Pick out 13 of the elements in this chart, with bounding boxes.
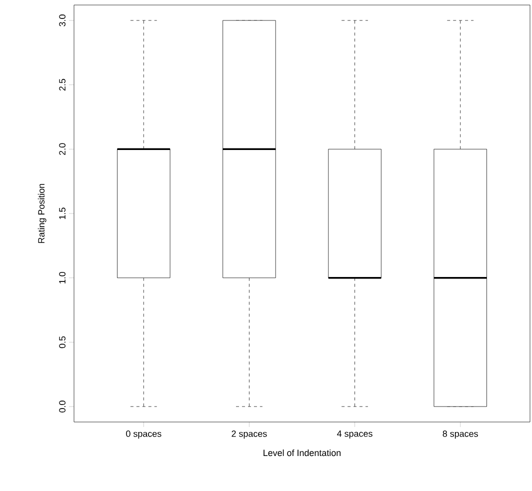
x-axis-title: Level of Indentation [264,449,341,456]
x-tick-label: 2 spaces [232,430,267,439]
y-tick-label: 1.5 [59,208,66,220]
y-tick-label: 2.5 [59,78,66,91]
y-tick-label: 1.0 [59,272,66,284]
y-tick-label: 0.0 [59,400,66,412]
y-tick-label: 2.0 [59,143,66,155]
x-tick-label: 0 spaces [126,430,162,439]
y-tick-label: 3.0 [59,14,66,26]
x-tick-label: 8 spaces [442,430,478,439]
x-tick-label: 4 spaces [337,430,372,439]
y-axis-title: Rating Position [38,184,46,243]
y-tick-label: 0.5 [59,336,66,348]
